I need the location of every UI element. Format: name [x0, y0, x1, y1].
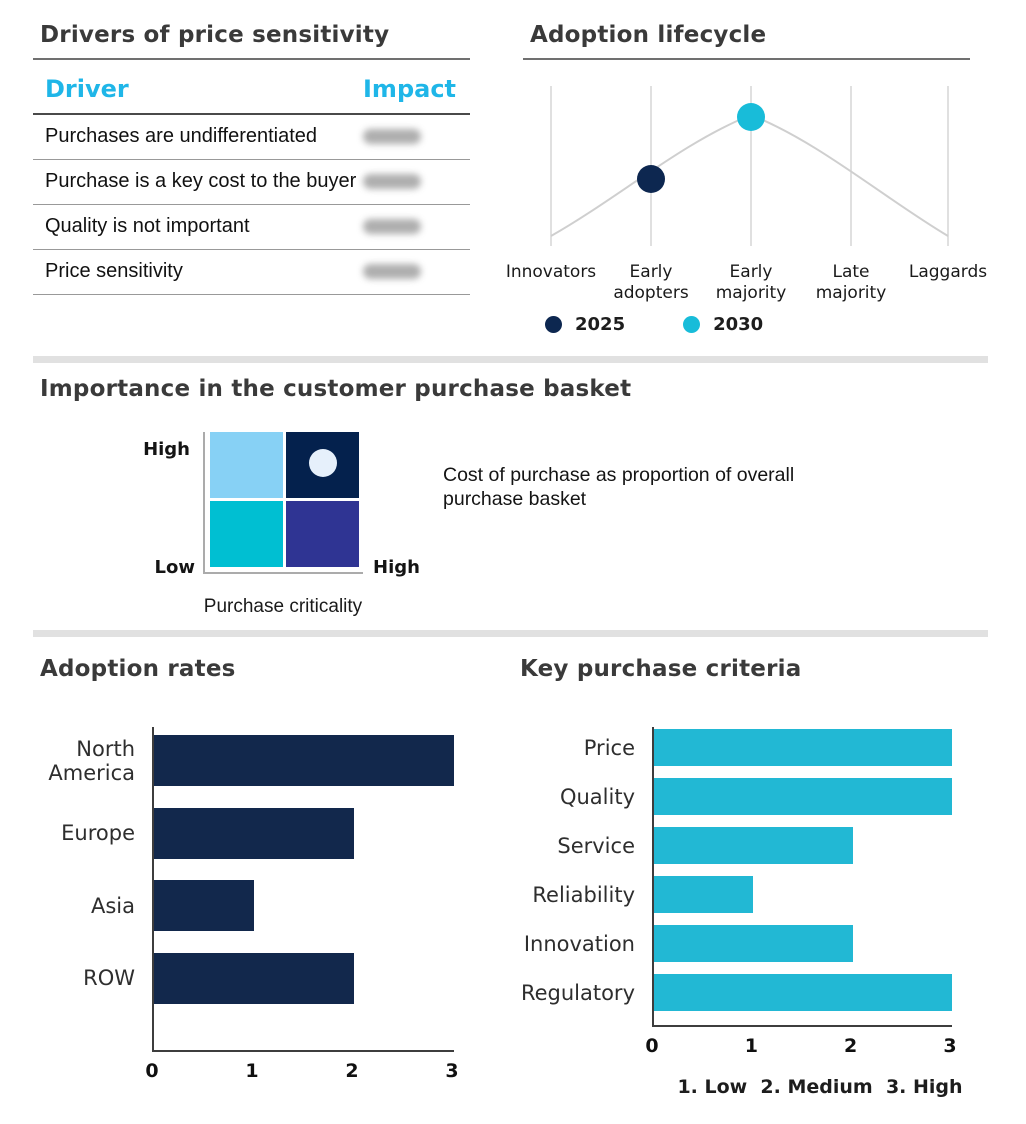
category-label-north-america: North America: [48, 736, 135, 785]
x-tick-label: 1: [245, 1060, 259, 1082]
legend-item-2030: 2030: [683, 314, 763, 335]
impact-cell: [363, 113, 470, 160]
adoption-rates-plot: [152, 727, 454, 1052]
category-label-service: Service: [557, 833, 635, 858]
criteria-title: Key purchase criteria: [520, 656, 802, 682]
matrix-y-high-label: High: [143, 439, 190, 460]
quadrant-top-left: [210, 432, 283, 498]
section-divider: [33, 356, 988, 363]
impact-cell: [363, 204, 470, 250]
bar-reliability: [654, 876, 754, 913]
bar-innovation: [654, 925, 853, 962]
matrix-y-axis: [203, 432, 205, 574]
lifecycle-title: Adoption lifecycle: [530, 22, 767, 48]
stage-label-early-majority: Early majority: [715, 262, 787, 303]
bar-row: [154, 952, 354, 1004]
matrix-x-axis: [203, 572, 363, 574]
impact-value-redacted: [363, 173, 421, 189]
x-tick-label: 3: [445, 1060, 459, 1082]
category-label-reliability: Reliability: [532, 882, 635, 907]
category-label-innovation: Innovation: [523, 931, 635, 956]
stage-label-innovators: Innovators: [505, 262, 597, 282]
lifecycle-title-rule: [523, 57, 970, 60]
section-divider: [33, 630, 988, 637]
x-tick-label: 1: [744, 1035, 758, 1057]
matrix-y-low-label: Low: [154, 557, 195, 578]
lifecycle-stage-labels: Innovators Early adopters Early majority La…: [506, 262, 987, 310]
point-2030: [737, 103, 765, 131]
stage-label-late-majority: Late majority: [815, 262, 887, 303]
category-label-asia: Asia: [90, 893, 135, 918]
drivers-title-rule: [33, 57, 470, 60]
category-label-row: ROW: [83, 965, 135, 990]
driver-cell: Purchase is a key cost to the buyer: [33, 159, 363, 205]
legend-label: 2030: [713, 314, 764, 335]
x-tick-label: 3: [943, 1035, 957, 1057]
category-label-europe: Europe: [61, 820, 135, 845]
category-label-regulatory: Regulatory: [520, 980, 635, 1005]
criteria-x-ticks: 0 1 2 3: [645, 1035, 956, 1061]
impact-cell: [363, 249, 470, 295]
driver-cell: Quality is not important: [33, 204, 363, 250]
legend-item-2025: 2025: [545, 314, 625, 335]
x-tick-label: 0: [145, 1060, 159, 1082]
drivers-header-row: Driver Impact: [33, 59, 470, 115]
criteria-category-labels: Price Quality Service Reliability Innovation…: [520, 727, 645, 1025]
x-tick-label: 2: [345, 1060, 359, 1082]
quadrant-bottom-left: [210, 501, 283, 567]
bar-regulatory: [654, 974, 952, 1011]
driver-cell: Purchases are undifferentiated: [33, 113, 363, 160]
bell-curve: [550, 113, 949, 237]
lifecycle-panel: Adoption lifecycle Innovators Early adopt…: [506, 22, 987, 356]
bar-north-america: [154, 735, 454, 786]
category-label-quality: Quality: [559, 784, 635, 809]
x-tick-label: 2: [844, 1035, 858, 1057]
drivers-table: Driver Impact Purchases are undifferenti…: [33, 59, 470, 295]
bar-service: [654, 827, 853, 864]
adoption-rates-title: Adoption rates: [40, 656, 236, 682]
impact-cell: [363, 159, 470, 205]
x-tick-label: 0: [645, 1035, 659, 1057]
impact-value-redacted: [363, 218, 421, 234]
legend-dot-2025: [545, 316, 562, 333]
legend-label: 2025: [575, 314, 626, 335]
driver-row: Quality is not important: [33, 204, 470, 250]
criteria-plot: [652, 727, 952, 1027]
matrix-x-high-label: High: [373, 557, 420, 578]
adoption-rates-category-labels: North America Europe Asia ROW: [33, 727, 145, 1050]
matrix-x-axis-label: Purchase criticality: [203, 596, 363, 617]
criteria-scale-footnote: 1. Low 2. Medium 3. High: [677, 1076, 963, 1098]
stage-label-early-adopters: Early adopters: [613, 262, 689, 303]
driver-cell: Price sensitivity: [33, 249, 363, 295]
quadrant-top-right: [286, 432, 359, 498]
bar-quality: [654, 778, 952, 815]
matrix-marker-dot: [309, 449, 337, 477]
impact-value-redacted: [363, 263, 421, 279]
lifecycle-chart: [550, 86, 949, 246]
basket-title: Importance in the customer purchase bask…: [40, 376, 632, 402]
adoption-rates-x-ticks: 0 1 2 3: [145, 1060, 458, 1086]
bar-price: [654, 729, 952, 766]
driver-row: Purchases are undifferentiated: [33, 113, 470, 160]
bar-europe: [154, 807, 354, 859]
lifecycle-legend: 2025 2030: [545, 314, 763, 335]
impact-value-redacted: [363, 128, 421, 144]
column-header-impact: Impact: [363, 59, 470, 115]
column-header-driver: Driver: [33, 59, 363, 115]
legend-dot-2030: [683, 316, 701, 333]
point-2025: [637, 165, 665, 193]
stage-label-laggards: Laggards: [908, 262, 988, 282]
basket-caption: Cost of purchase as proportion of overal…: [443, 464, 795, 510]
criteria-panel: Key purchase criteria Price Quality Servic…: [520, 656, 990, 1124]
drivers-panel: Drivers of price sensitivity Driver Impa…: [33, 22, 470, 295]
driver-row: Price sensitivity: [33, 249, 470, 295]
adoption-rates-panel: Adoption rates North America Europe Asia RO…: [33, 656, 470, 1116]
purchase-matrix: [203, 432, 363, 574]
bar-asia: [154, 880, 254, 931]
driver-row: Purchase is a key cost to the buyer: [33, 159, 470, 205]
category-label-price: Price: [583, 735, 635, 760]
quadrant-bottom-right: [286, 501, 359, 567]
drivers-title: Drivers of price sensitivity: [40, 22, 390, 48]
